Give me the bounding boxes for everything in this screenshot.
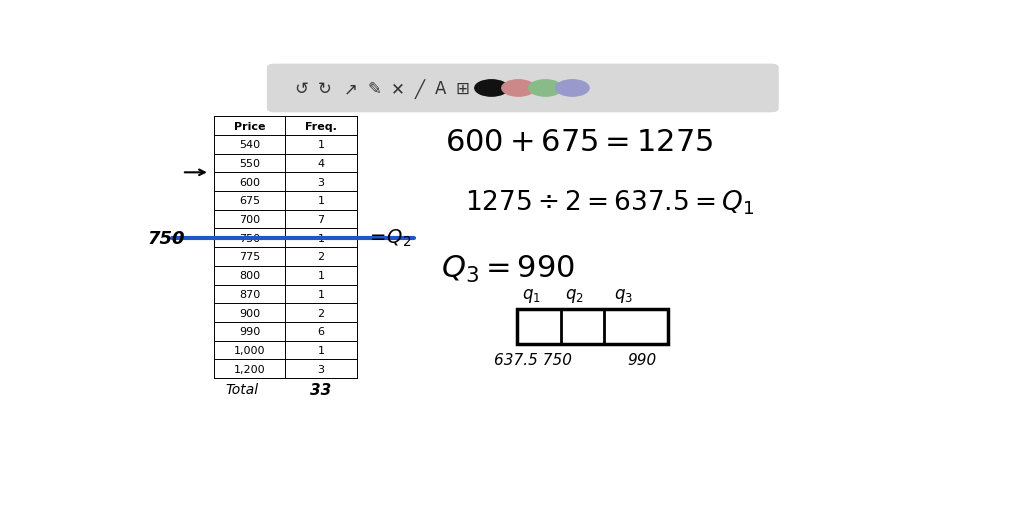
Text: 800: 800 <box>239 271 260 281</box>
Text: 600: 600 <box>239 177 260 187</box>
Text: 1: 1 <box>317 140 325 150</box>
Text: 4: 4 <box>317 159 325 169</box>
Text: ↗: ↗ <box>343 80 357 98</box>
Text: 900: 900 <box>239 308 260 318</box>
Text: ✕: ✕ <box>391 80 404 98</box>
Text: 750: 750 <box>239 233 260 243</box>
Text: 1,200: 1,200 <box>233 364 265 374</box>
Text: 540: 540 <box>239 140 260 150</box>
Text: ⊞: ⊞ <box>456 80 470 98</box>
Text: A: A <box>435 80 446 98</box>
Text: 6: 6 <box>317 327 325 337</box>
Circle shape <box>475 81 508 97</box>
Text: 1,000: 1,000 <box>233 345 265 356</box>
Text: Freq.: Freq. <box>305 121 337 131</box>
Text: 1: 1 <box>317 196 325 206</box>
FancyBboxPatch shape <box>267 65 779 113</box>
Text: Total: Total <box>225 382 258 396</box>
Text: $q_1$: $q_1$ <box>521 287 541 305</box>
Text: 3: 3 <box>317 177 325 187</box>
Text: $q_3$: $q_3$ <box>614 287 634 305</box>
Circle shape <box>528 81 562 97</box>
Text: 2: 2 <box>317 252 325 262</box>
Text: ↻: ↻ <box>317 80 332 98</box>
Text: 990: 990 <box>628 352 656 367</box>
Text: 775: 775 <box>239 252 260 262</box>
Text: 750: 750 <box>147 229 185 247</box>
Text: 2: 2 <box>317 308 325 318</box>
Text: 700: 700 <box>239 215 260 225</box>
Text: 990: 990 <box>239 327 260 337</box>
Bar <box>517 310 668 344</box>
Text: 1: 1 <box>317 271 325 281</box>
Text: 1: 1 <box>317 233 325 243</box>
Text: 33: 33 <box>310 382 332 397</box>
Text: ╱: ╱ <box>415 79 424 98</box>
Text: 675: 675 <box>239 196 260 206</box>
Text: 550: 550 <box>239 159 260 169</box>
Text: 3: 3 <box>317 364 325 374</box>
Text: $600+675=1275$: $600+675=1275$ <box>445 128 714 157</box>
Text: 637.5 750: 637.5 750 <box>494 352 571 367</box>
Circle shape <box>556 81 589 97</box>
Text: 1: 1 <box>317 345 325 356</box>
Text: $Q_3=990$: $Q_3=990$ <box>441 253 575 284</box>
Text: ✎: ✎ <box>367 80 381 98</box>
Text: 870: 870 <box>239 289 260 299</box>
Text: $1275\div 2=637.5=Q_1$: $1275\div 2=637.5=Q_1$ <box>465 188 755 217</box>
Text: $=\!Q_2$: $=\!Q_2$ <box>367 228 412 249</box>
Text: 7: 7 <box>317 215 325 225</box>
Circle shape <box>502 81 536 97</box>
Text: $q_2$: $q_2$ <box>564 287 584 305</box>
Text: 1: 1 <box>317 289 325 299</box>
Text: Price: Price <box>233 121 265 131</box>
Text: ↺: ↺ <box>294 80 308 98</box>
